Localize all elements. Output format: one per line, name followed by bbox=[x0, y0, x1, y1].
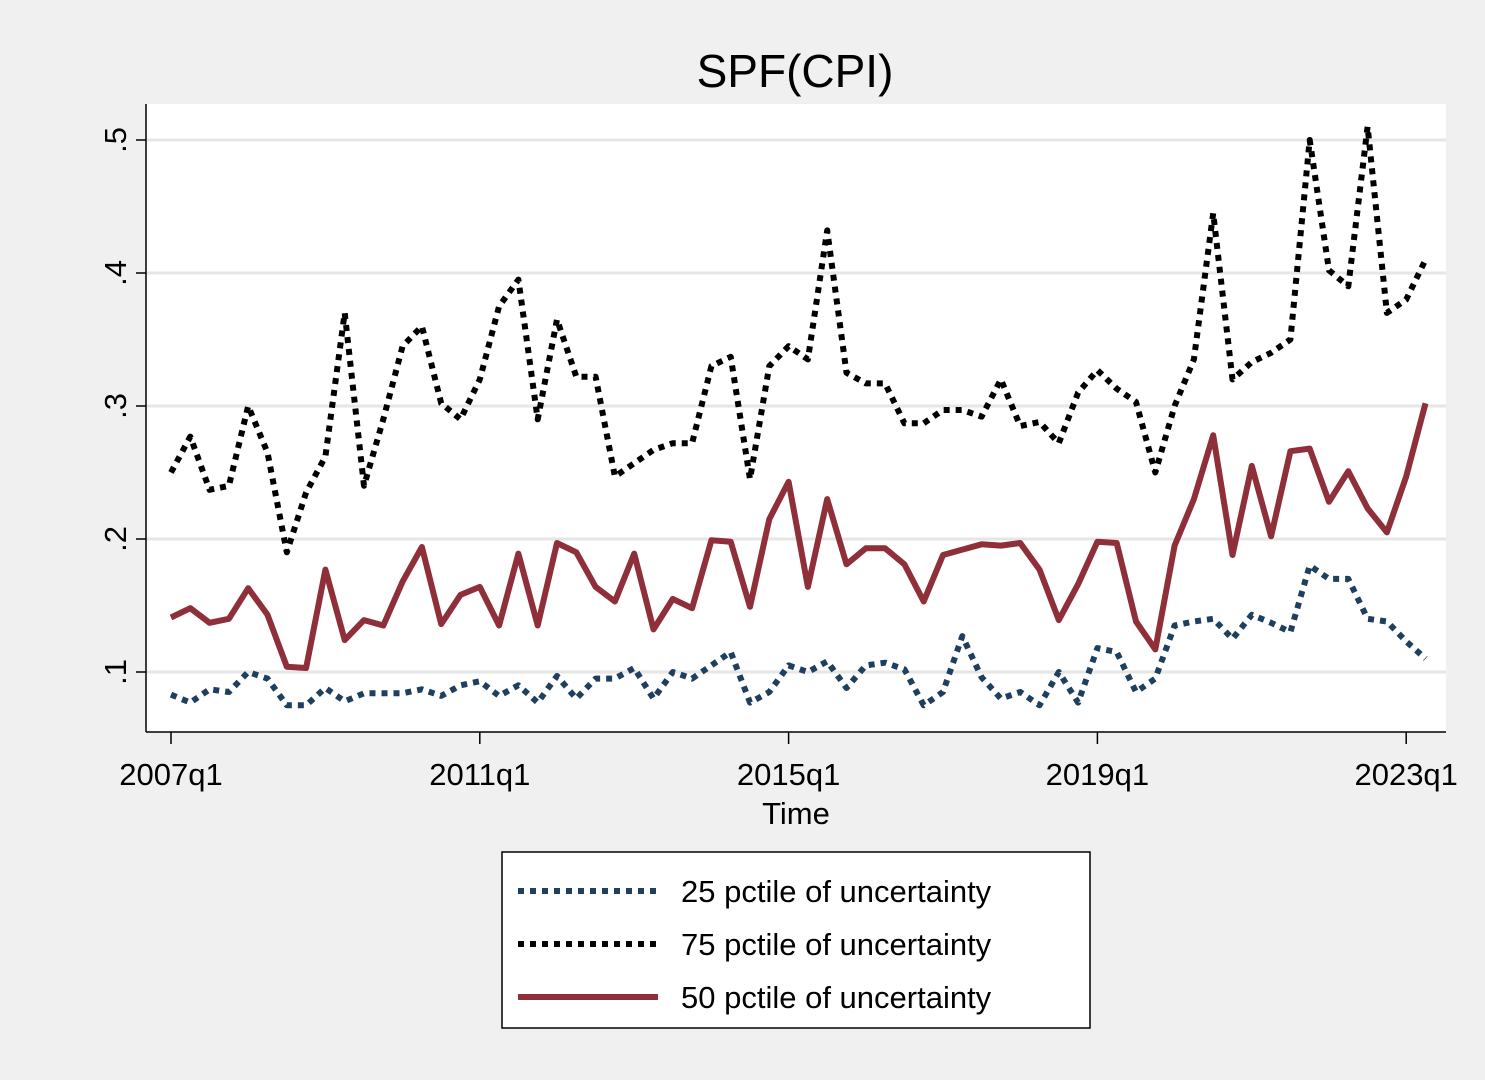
y-tick-label: .3 bbox=[98, 393, 133, 419]
legend-label-2: 75 pctile of uncertainty bbox=[681, 927, 992, 962]
y-tick-label: .1 bbox=[98, 659, 133, 685]
plot-area bbox=[146, 104, 1446, 732]
chart-title: SPF(CPI) bbox=[697, 45, 894, 97]
series-line-3 bbox=[169, 402, 1429, 671]
y-tick-label: .5 bbox=[98, 127, 133, 153]
x-axis-label: Time bbox=[762, 796, 830, 831]
legend-label-1: 25 pctile of uncertainty bbox=[681, 874, 992, 909]
gridlines bbox=[146, 138, 1446, 674]
legend: 25 pctile of uncertainty 75 pctile of unc… bbox=[501, 851, 1091, 1029]
x-tick-label: 2011q1 bbox=[429, 757, 530, 792]
x-tick-label: 2007q1 bbox=[119, 757, 222, 792]
x-tick-label: 2015q1 bbox=[737, 757, 840, 792]
axes bbox=[145, 104, 1446, 733]
y-tick-label: .4 bbox=[98, 260, 133, 286]
x-tick-label: 2019q1 bbox=[1046, 757, 1149, 792]
series-line-2 bbox=[168, 123, 1429, 556]
x-ticks: 2007q1 2011q1 2015q1 2019q1 2023q1 bbox=[119, 732, 1458, 792]
y-ticks: .1 .2 .3 .4 .5 bbox=[98, 127, 146, 685]
series-layer bbox=[168, 123, 1429, 709]
x-tick-label: 2023q1 bbox=[1354, 757, 1457, 792]
legend-label-3: 50 pctile of uncertainty bbox=[681, 980, 992, 1015]
y-tick-label: .2 bbox=[98, 526, 133, 552]
